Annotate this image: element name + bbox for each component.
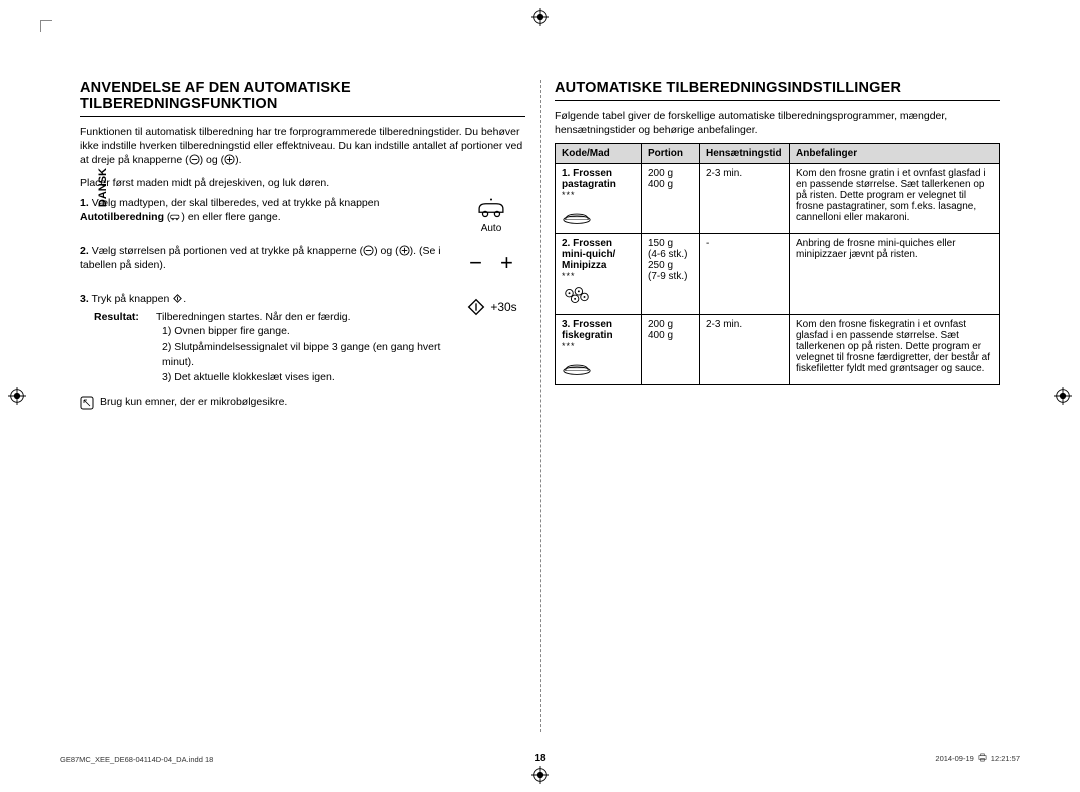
th-kode: Kode/Mad (556, 144, 642, 164)
start-button-display: +30s (457, 292, 525, 322)
table-row: 2. Frossenmini-quich/Minipizza *** 150 g… (556, 234, 1000, 315)
intro-paragraph-1: Funktionen til automatisk tilberedning h… (80, 125, 525, 168)
settings-table: Kode/Mad Portion Hensætningstid Anbefali… (555, 143, 1000, 385)
step-3: 3. Tryk på knappen . Resultat: Tilberedn… (80, 292, 525, 386)
footer-datetime: 2014-09-19 12:21:57 (935, 753, 1020, 764)
th-time: Hensætningstid (700, 144, 790, 164)
kode-cell: 1. Frossenpastagratin *** (556, 164, 642, 234)
page-number: 18 (534, 753, 545, 764)
frozen-icon: *** (562, 271, 635, 281)
rec-cell: Kom den frosne gratin i et ovnfast glasf… (790, 164, 1000, 234)
registration-mark-right (1054, 387, 1072, 405)
result-1: 1) Ovnen bipper fire gange. (162, 324, 447, 339)
result-2: 2) Slutpåmindelsessignalet vil bippe 3 g… (162, 340, 447, 369)
plus-icon (224, 153, 235, 167)
table-row: 3. Frossenfiskegratin *** 200 g400 g 2-3… (556, 315, 1000, 385)
minus-symbol: − (469, 250, 482, 276)
plus-symbol: + (500, 250, 513, 276)
portion-cell: 150 g(4-6 stk.)250 g(7-9 stk.) (642, 234, 700, 315)
frozen-icon: *** (562, 341, 635, 351)
minus-plus-display: −+ (457, 244, 525, 282)
registration-mark-left (8, 387, 26, 405)
rec-cell: Kom den frosne fiskegratin i et ovnfast … (790, 315, 1000, 385)
column-divider (540, 80, 541, 732)
th-rec: Anbefalinger (790, 144, 1000, 164)
right-column: AUTOMATISKE TILBEREDNINGSINDSTILLINGER F… (555, 80, 1000, 752)
start-inline-icon (172, 292, 183, 306)
portion-cell: 200 g400 g (642, 164, 700, 234)
note-text: Brug kun emner, der er mikrobølgesikre. (100, 396, 287, 408)
food-icon (562, 204, 635, 229)
result-3: 3) Det aktuelle klokkeslæt vises igen. (162, 370, 447, 385)
time-cell: - (700, 234, 790, 315)
portion-cell: 200 g400 g (642, 315, 700, 385)
footer-file: GE87MC_XEE_DE68-04114D-04_DA.indd 18 (60, 755, 213, 764)
car-icon (474, 196, 508, 223)
diamond-start-icon (465, 296, 487, 318)
kode-cell: 2. Frossenmini-quich/Minipizza *** (556, 234, 642, 315)
crop-mark (40, 20, 52, 32)
food-icon (562, 285, 635, 310)
auto-inline-icon (170, 210, 181, 224)
result-label: Resultat: (94, 310, 148, 324)
minus-icon (363, 244, 374, 258)
step-1: 1. Vælg madtypen, der skal tilberedes, v… (80, 196, 525, 234)
minus-icon (189, 153, 200, 167)
left-column: ANVENDELSE AF DEN AUTOMATISKE TILBEREDNI… (80, 80, 525, 752)
step-2: 2. Vælg størrelsen på portionen ved at t… (80, 244, 525, 282)
registration-mark-top (531, 8, 549, 26)
result-text: Tilberedningen startes. Når den er færdi… (156, 310, 351, 324)
plus-icon (399, 244, 410, 258)
kode-cell: 3. Frossenfiskegratin *** (556, 315, 642, 385)
intro-paragraph-2: Placer først maden midt på drejeskiven, … (80, 176, 525, 190)
note-icon (80, 396, 94, 413)
time-cell: 2-3 min. (700, 315, 790, 385)
frozen-icon: *** (562, 190, 635, 200)
note-row: Brug kun emner, der er mikrobølgesikre. (80, 396, 525, 413)
start-30s-label: +30s (490, 300, 516, 314)
printer-icon (978, 753, 987, 764)
right-intro: Følgende tabel giver de forskellige auto… (555, 109, 1000, 137)
right-heading: AUTOMATISKE TILBEREDNINGSINDSTILLINGER (555, 80, 1000, 101)
time-cell: 2-3 min. (700, 164, 790, 234)
registration-mark-bottom (531, 766, 549, 784)
table-row: 1. Frossenpastagratin *** 200 g400 g 2-3… (556, 164, 1000, 234)
left-heading: ANVENDELSE AF DEN AUTOMATISKE TILBEREDNI… (80, 80, 525, 117)
food-icon (562, 355, 635, 380)
page-content: DANSK ANVENDELSE AF DEN AUTOMATISKE TILB… (80, 80, 1000, 752)
auto-button-display: Auto (457, 196, 525, 234)
th-portion: Portion (642, 144, 700, 164)
rec-cell: Anbring de frosne mini-quiches eller min… (790, 234, 1000, 315)
auto-label: Auto (481, 223, 502, 234)
